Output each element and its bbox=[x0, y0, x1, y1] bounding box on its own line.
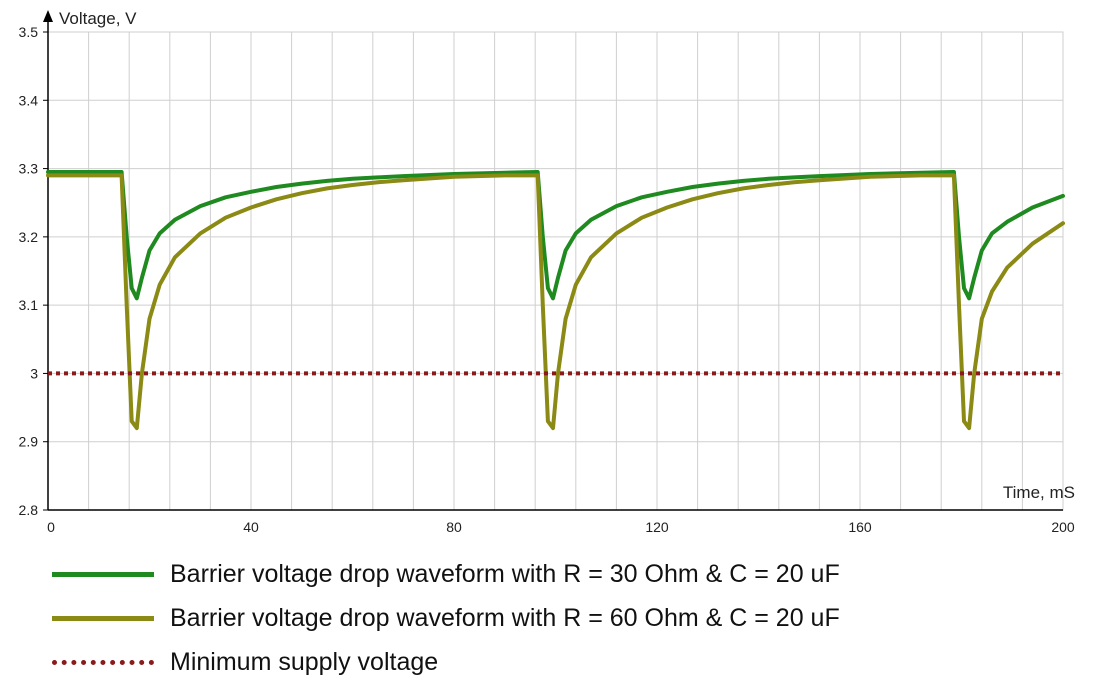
y-tick-label: 3.5 bbox=[19, 24, 39, 40]
legend: Barrier voltage drop waveform with R = 3… bbox=[52, 552, 840, 684]
axes bbox=[43, 10, 1063, 511]
x-tick-label: 120 bbox=[645, 519, 669, 535]
legend-item-r30: Barrier voltage drop waveform with R = 3… bbox=[52, 552, 840, 596]
x-tick-label: 80 bbox=[446, 519, 462, 535]
x-tick-label: 160 bbox=[848, 519, 872, 535]
legend-swatch-r60 bbox=[52, 615, 154, 621]
legend-item-r60: Barrier voltage drop waveform with R = 6… bbox=[52, 596, 840, 640]
x-tick-label: 200 bbox=[1051, 519, 1075, 535]
series-line-0 bbox=[46, 170, 1065, 301]
y-tick-label: 3 bbox=[30, 365, 38, 381]
x-tick-label: 0 bbox=[47, 519, 55, 535]
series-layer bbox=[46, 170, 1065, 431]
y-tick-label: 3.3 bbox=[19, 161, 39, 177]
legend-label-r30: Barrier voltage drop waveform with R = 3… bbox=[170, 559, 840, 588]
plot-area bbox=[47, 31, 1064, 511]
legend-swatch-minimum bbox=[52, 659, 154, 665]
y-tick-label: 3.2 bbox=[19, 229, 39, 245]
y-tick-label: 2.8 bbox=[19, 502, 39, 518]
chart-canvas: 2.8 2.9 3 3.1 3.2 3.3 3.4 3.5 0 40 80 120 160 200 Vol… bbox=[19, 9, 1075, 535]
series-line-1 bbox=[46, 173, 1065, 431]
x-axis-title: Time, mS bbox=[1003, 483, 1075, 502]
legend-item-minimum: Minimum supply voltage bbox=[52, 640, 840, 684]
y-axis-arrow bbox=[43, 10, 53, 22]
x-tick-label: 40 bbox=[243, 519, 259, 535]
grid-lines bbox=[47, 31, 1064, 511]
y-tick-label: 3.4 bbox=[19, 92, 39, 108]
tick-labels: 2.8 2.9 3 3.1 3.2 3.3 3.4 3.5 0 40 80 120 160 200 bbox=[19, 24, 1075, 535]
y-tick-label: 2.9 bbox=[19, 434, 39, 450]
y-axis-title: Voltage, V bbox=[59, 9, 137, 28]
legend-swatch-r30 bbox=[52, 571, 154, 577]
legend-label-minimum: Minimum supply voltage bbox=[170, 647, 439, 676]
y-tick-label: 3.1 bbox=[19, 297, 39, 313]
legend-label-r60: Barrier voltage drop waveform with R = 6… bbox=[170, 603, 840, 632]
